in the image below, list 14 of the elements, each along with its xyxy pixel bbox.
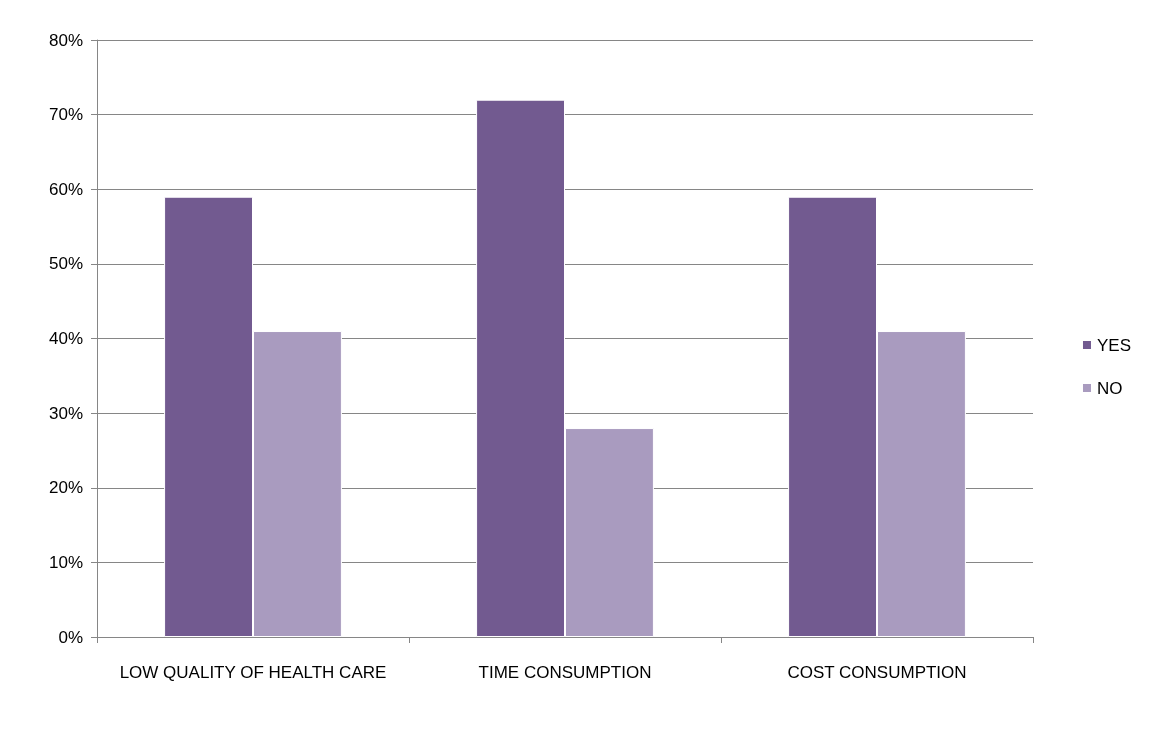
legend-label: NO (1096, 378, 1123, 398)
x-tick-label: LOW QUALITY OF HEALTH CARE (119, 662, 387, 682)
x-tick-label: TIME CONSUMPTION (478, 662, 652, 682)
y-tick-label: 0% (58, 627, 83, 647)
x-tick-label: COST CONSUMPTION (787, 662, 967, 682)
y-tick-label: 10% (48, 552, 83, 572)
y-tick-label: 70% (48, 105, 83, 125)
y-tick-label: 30% (48, 403, 83, 423)
y-tick-label: 50% (48, 254, 83, 274)
y-tick-label: 60% (48, 179, 83, 199)
y-tick-label: 40% (48, 329, 83, 348)
y-tick-label: 80% (48, 30, 83, 50)
legend-label: YES (1096, 335, 1132, 355)
y-tick-label: 20% (48, 478, 83, 498)
